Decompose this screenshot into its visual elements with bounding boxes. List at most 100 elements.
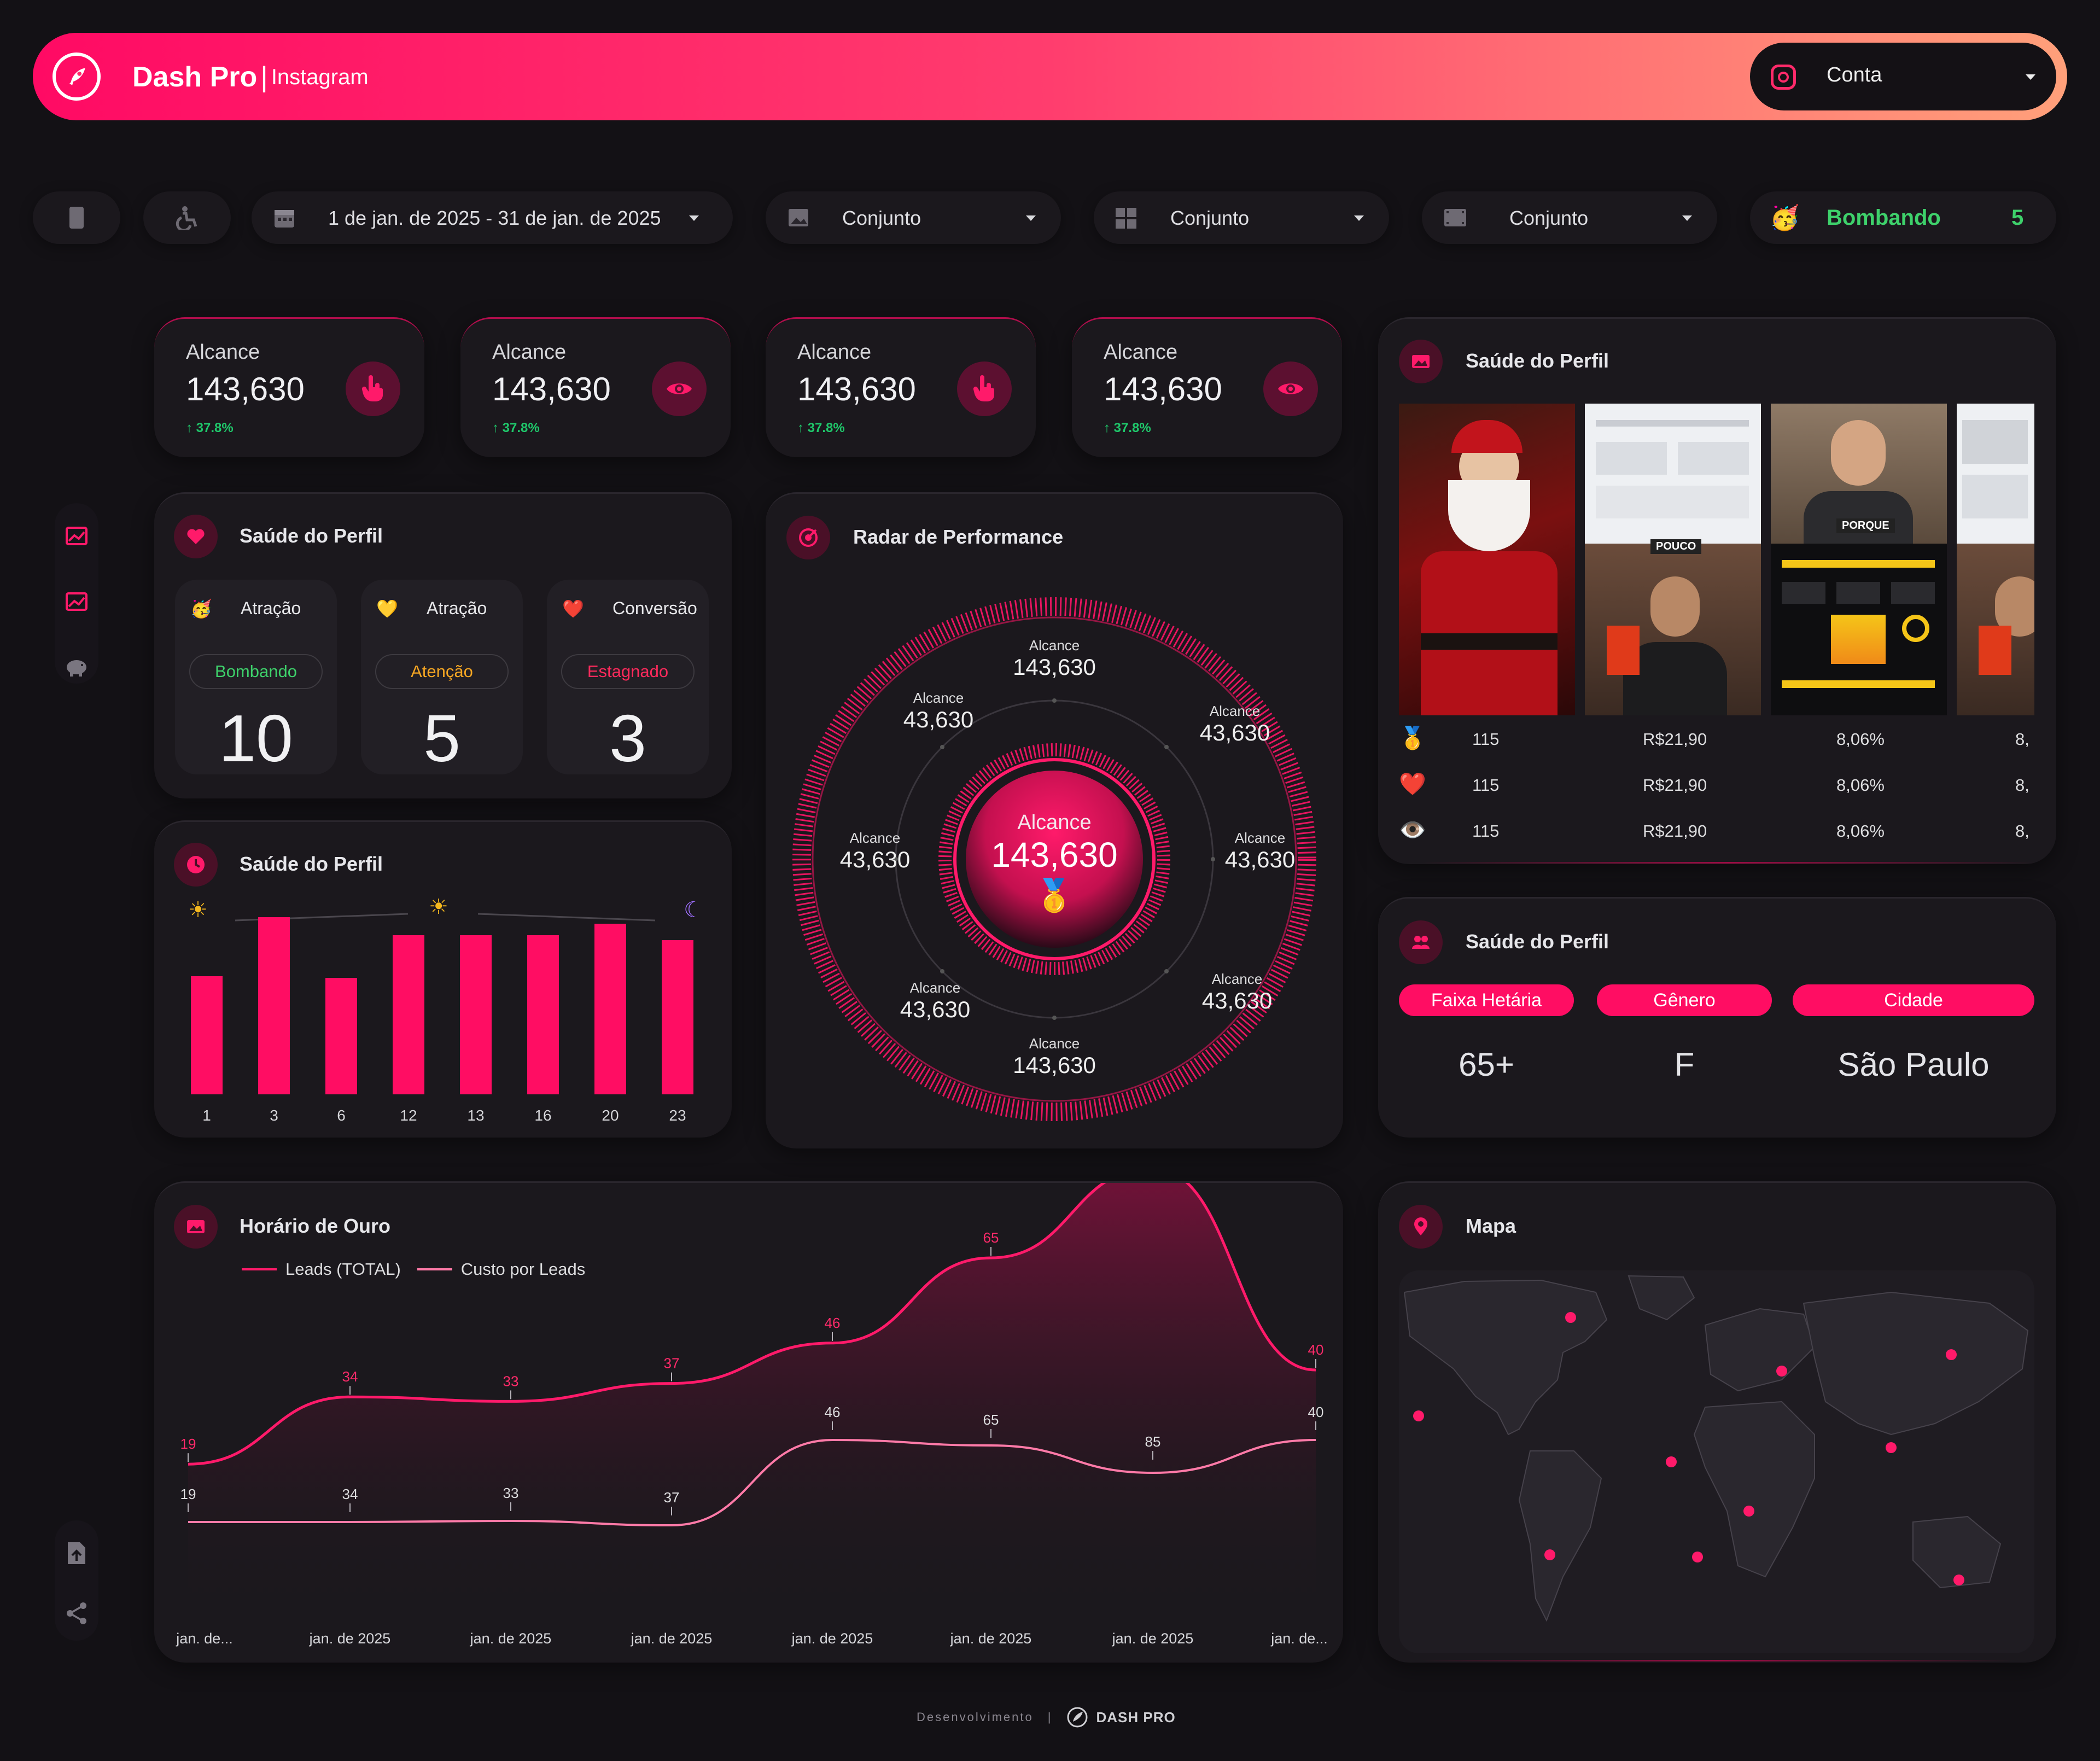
footer: Desenvolvimento | DASH PRO bbox=[917, 1706, 1176, 1728]
gender-value: F bbox=[1674, 1046, 1695, 1083]
post-thumbnail-santa[interactable] bbox=[1399, 404, 1575, 715]
legend-swatch bbox=[242, 1268, 277, 1270]
sidebar-item-dashboard[interactable] bbox=[55, 520, 98, 552]
bar-chart: ☀ ☀ ☾1 3 6 12 13 16 20 23 bbox=[188, 899, 703, 1124]
data-label: 19 bbox=[180, 1486, 196, 1502]
kpi-card: Alcance 143,630 ↑ 37.8% bbox=[1072, 317, 1342, 457]
radar-label: Alcance 43,630 bbox=[903, 690, 974, 732]
eye-icon bbox=[1263, 361, 1318, 416]
set-select-1-label: Conjunto bbox=[842, 207, 921, 229]
date-range-label: 1 de jan. de 2025 - 31 de jan. de 2025 bbox=[328, 207, 661, 229]
phone-icon bbox=[69, 207, 84, 229]
hand-pointer-icon bbox=[957, 361, 1012, 416]
kpi-title: Alcance bbox=[492, 341, 567, 364]
card-title: Horário de Ouro bbox=[240, 1215, 391, 1237]
x-tick-label: 20 bbox=[602, 1107, 619, 1124]
post-thumbnail-partial[interactable] bbox=[1957, 404, 2034, 544]
sidebar-tools bbox=[55, 1520, 98, 1641]
set-select-1[interactable]: Conjunto bbox=[766, 191, 1061, 244]
share-button[interactable] bbox=[55, 1591, 98, 1635]
kpi-value: 143,630 bbox=[492, 371, 611, 407]
divider bbox=[1422, 1660, 2012, 1661]
golden-hour-card: Horário de Ouro Leads (TOTAL) Custo por … bbox=[154, 1181, 1343, 1663]
medal-icon: 🥇 bbox=[1034, 878, 1075, 913]
set-select-2-label: Conjunto bbox=[1170, 207, 1250, 229]
wheelchair-icon bbox=[176, 206, 197, 230]
kpi-title: Alcance bbox=[1104, 341, 1178, 364]
set-select-3-label: Conjunto bbox=[1509, 207, 1589, 229]
kpi-value: 143,630 bbox=[1104, 371, 1222, 407]
accessibility-filter[interactable] bbox=[143, 191, 231, 244]
x-tick-label: jan. de 2025 bbox=[470, 1630, 552, 1647]
status-filter[interactable]: 🥳 Bombando 5 bbox=[1750, 191, 2056, 244]
x-tick-label: jan. de... bbox=[176, 1630, 233, 1647]
set-select-2[interactable]: Conjunto bbox=[1094, 191, 1389, 244]
world-map[interactable] bbox=[1399, 1270, 2034, 1653]
health-item-value: 3 bbox=[609, 701, 646, 775]
heart-icon bbox=[174, 515, 218, 558]
x-tick-label: jan. de 2025 bbox=[1112, 1630, 1194, 1647]
x-tick-label: jan. de... bbox=[1270, 1630, 1328, 1647]
footer-separator: | bbox=[1047, 1710, 1053, 1724]
hours-chart-card: Saúde do Perfil ☀ ☀ ☾ 1 3 6 12 13 16 20 23 bbox=[154, 820, 732, 1138]
health-item: 💛 Atração Atenção 5 bbox=[361, 580, 523, 775]
post-thumbnail-dashboard[interactable] bbox=[1771, 544, 1947, 715]
footer-brand: DASH PRO bbox=[1096, 1708, 1176, 1725]
greenland-shape bbox=[1628, 1275, 1695, 1321]
city-value: São Paulo bbox=[1838, 1046, 1990, 1083]
series-line-leads bbox=[188, 1183, 1316, 1466]
gender-header: Gênero bbox=[1597, 984, 1772, 1016]
date-range-select[interactable]: 1 de jan. de 2025 - 31 de jan. de 2025 bbox=[252, 191, 733, 244]
set-select-3[interactable]: Conjunto bbox=[1422, 191, 1717, 244]
post-thumbnail-doc[interactable] bbox=[1585, 404, 1761, 544]
device-filter[interactable] bbox=[33, 191, 120, 244]
radar-label: Alcance 143,630 bbox=[1013, 637, 1096, 680]
post-thumbnail-talk[interactable]: PORQUE bbox=[1771, 404, 1947, 544]
card-title: Saúde do Perfil bbox=[1466, 349, 1609, 372]
image-icon bbox=[1399, 340, 1443, 383]
instagram-icon bbox=[1771, 65, 1796, 90]
series-line-cost bbox=[188, 1438, 1316, 1527]
health-item-value: 10 bbox=[219, 701, 293, 775]
kpi-value: 143,630 bbox=[186, 371, 305, 407]
users-icon bbox=[1399, 920, 1443, 964]
bar bbox=[594, 924, 626, 1094]
account-select[interactable]: Conta bbox=[1750, 43, 2056, 110]
post-thumbnails: POUCO PORQUE bbox=[1399, 404, 2034, 715]
data-label: 37 bbox=[664, 1355, 680, 1372]
data-label: 19 bbox=[180, 1436, 196, 1452]
divider bbox=[1422, 862, 2034, 864]
status-badge: Bombando bbox=[189, 654, 323, 689]
chart-image-icon bbox=[66, 527, 88, 545]
clock-icon bbox=[174, 843, 218, 887]
radar-label: Alcance 43,630 bbox=[1199, 703, 1270, 745]
radar-label: Alcance 43,630 bbox=[900, 979, 971, 1022]
card-title: Radar de Performance bbox=[853, 526, 1064, 548]
sidebar-item-reports[interactable] bbox=[55, 585, 98, 618]
chevron-down-icon bbox=[1026, 215, 1036, 221]
party-face-icon: 🥳 bbox=[190, 599, 212, 619]
moon-icon: ☾ bbox=[684, 899, 703, 922]
city-header: Cidade bbox=[1793, 984, 2034, 1016]
header-bar: Dash Pro | Instagram Conta bbox=[33, 33, 2067, 120]
export-file-button[interactable] bbox=[55, 1531, 98, 1575]
card-title: Mapa bbox=[1466, 1215, 1516, 1237]
kpi-title: Alcance bbox=[797, 341, 872, 364]
post-thumbnail-partial[interactable] bbox=[1957, 544, 2034, 715]
chevron-down-icon bbox=[1354, 215, 1364, 221]
legend-swatch bbox=[417, 1268, 452, 1270]
red-heart-icon: ❤️ bbox=[1399, 772, 1426, 796]
status-badge: Estagnado bbox=[561, 654, 695, 689]
kpi-value: 143,630 bbox=[797, 371, 916, 407]
health-item-value: 5 bbox=[423, 701, 460, 775]
sidebar-item-finance[interactable] bbox=[55, 651, 98, 684]
kpi-delta: ↑ 37.8% bbox=[186, 421, 234, 435]
title-separator: | bbox=[260, 61, 268, 93]
rocket-logo-icon bbox=[52, 53, 101, 101]
file-export-icon bbox=[68, 1542, 85, 1564]
rocket-logo-icon bbox=[1067, 1707, 1088, 1728]
post-thumbnail-person[interactable]: POUCO bbox=[1585, 539, 1761, 715]
image-icon bbox=[789, 209, 808, 226]
kpi-delta: ↑ 37.8% bbox=[1104, 421, 1151, 435]
x-tick-label: jan. de 2025 bbox=[791, 1630, 873, 1647]
